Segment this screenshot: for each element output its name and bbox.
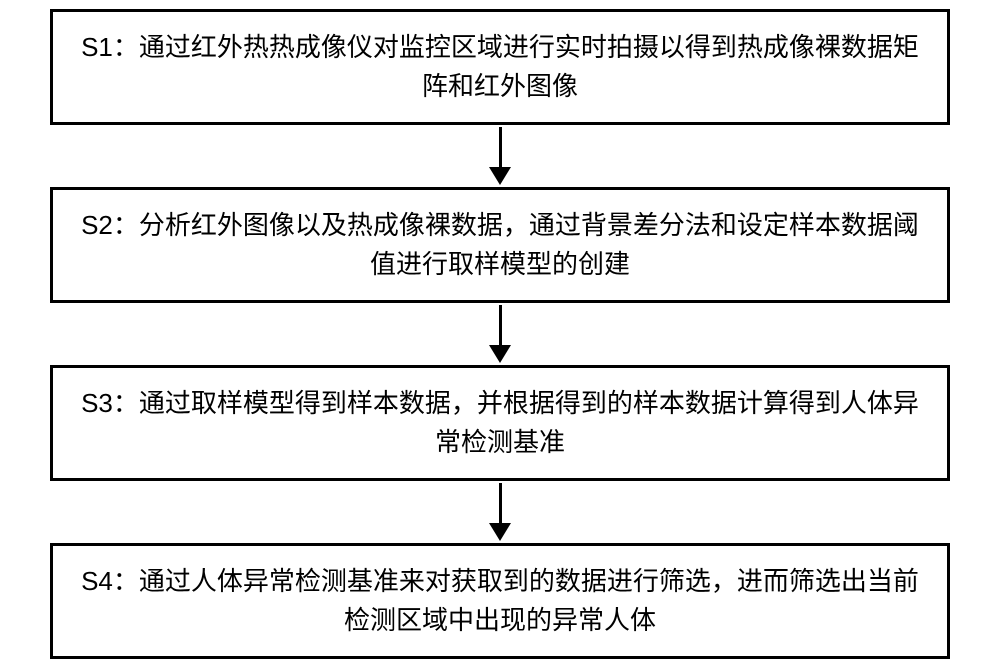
step-box-s2: S2：分析红外图像以及热成像裸数据，通过背景差分法和设定样本数据阈值进行取样模型… — [50, 187, 950, 303]
arrow-1 — [489, 125, 511, 187]
arrow-head-icon — [489, 345, 511, 363]
step-text: S2：分析红外图像以及热成像裸数据，通过背景差分法和设定样本数据阈值进行取样模型… — [81, 210, 919, 279]
step-box-s4: S4：通过人体异常检测基准来对获取到的数据进行筛选，进而筛选出当前检测区域中出现… — [50, 543, 950, 659]
arrow-2 — [489, 303, 511, 365]
arrow-line — [499, 127, 502, 167]
step-box-s1: S1：通过红外热热成像仪对监控区域进行实时拍摄以得到热成像裸数据矩阵和红外图像 — [50, 9, 950, 125]
step-text: S1：通过红外热热成像仪对监控区域进行实时拍摄以得到热成像裸数据矩阵和红外图像 — [81, 32, 919, 101]
step-text: S3：通过取样模型得到样本数据，并根据得到的样本数据计算得到人体异常检测基准 — [81, 388, 919, 457]
arrow-line — [499, 305, 502, 345]
flowchart-container: S1：通过红外热热成像仪对监控区域进行实时拍摄以得到热成像裸数据矩阵和红外图像 … — [40, 9, 960, 659]
arrow-head-icon — [489, 167, 511, 185]
arrow-line — [499, 483, 502, 523]
step-text: S4：通过人体异常检测基准来对获取到的数据进行筛选，进而筛选出当前检测区域中出现… — [81, 566, 919, 635]
step-box-s3: S3：通过取样模型得到样本数据，并根据得到的样本数据计算得到人体异常检测基准 — [50, 365, 950, 481]
arrow-head-icon — [489, 523, 511, 541]
arrow-3 — [489, 481, 511, 543]
